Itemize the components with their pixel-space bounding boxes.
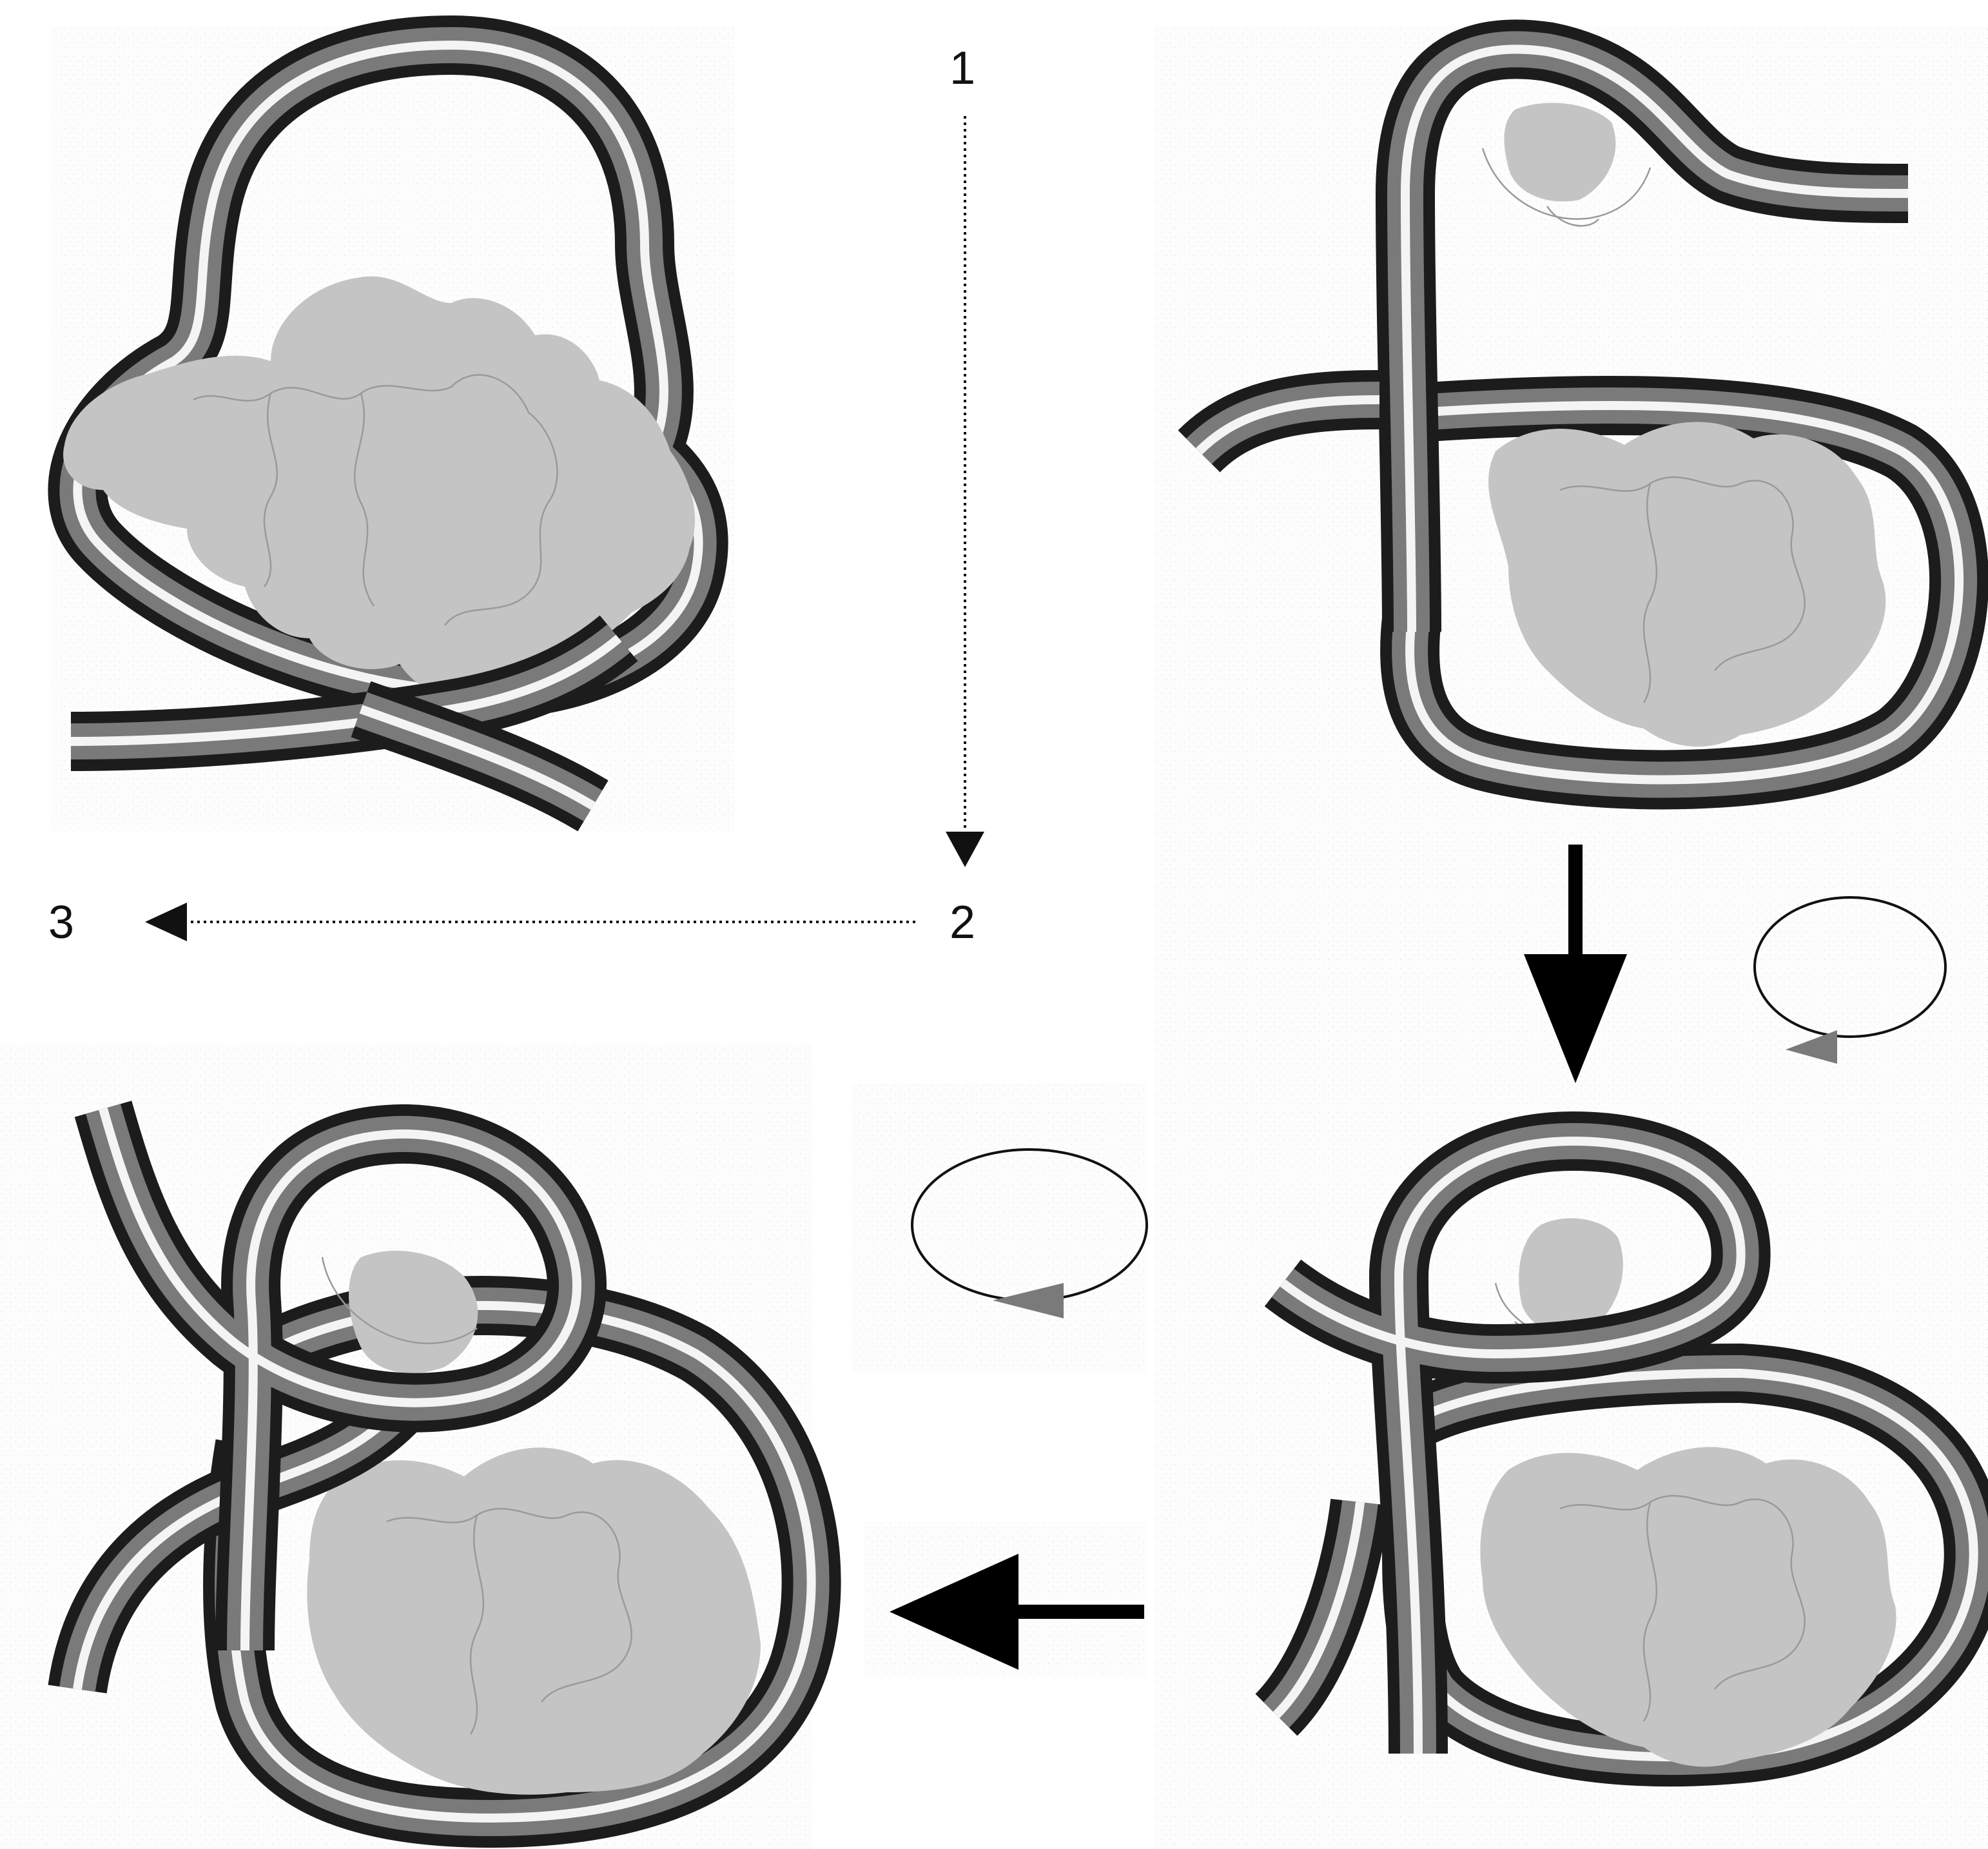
chain-tube-tail: [1178, 370, 1380, 473]
protein-domain: [1480, 1447, 1896, 1767]
protein-domain-outline: [193, 374, 558, 626]
chain-tube-small-loop: [74, 1101, 607, 1651]
dotted-arrow-1-to-2-head: [946, 832, 984, 867]
panel-2-partially-threaded-chain: [1178, 19, 1988, 810]
step-label-1: 1: [950, 43, 975, 94]
protein-domain: [1488, 422, 1886, 747]
chain-tube-tail: [1254, 1498, 1390, 1736]
step-label-2: 2: [950, 897, 975, 948]
panel-1-unfolded-chain: [48, 15, 728, 832]
arrow-icon: [890, 1554, 1144, 1670]
chain-tube-front: [70, 615, 638, 832]
knob-domain: [1519, 1218, 1623, 1333]
rotation-inset-background: [851, 1083, 1147, 1373]
dotted-arrow-2-to-3-head: [145, 903, 187, 941]
protein-domain-outline: [1559, 476, 1806, 703]
protein-domain: [63, 276, 696, 694]
counterclockwise-rotation-icon: [1753, 896, 1947, 1064]
chain-tube-hook: [1376, 19, 1909, 632]
protein-domain: [307, 1447, 761, 1795]
panel-4-knotted-chain: [48, 1101, 841, 1848]
knob-domain: [1504, 103, 1616, 202]
protein-domain-outline: [386, 1508, 632, 1735]
panel-3-threaded-chain: [1254, 1111, 1988, 1787]
protein-domain-outline: [1559, 1495, 1806, 1722]
chain-tube-small-loop: [1264, 1111, 1771, 1754]
chain-tube-loop: [1380, 375, 1988, 810]
step-label-3: 3: [48, 897, 74, 948]
counterclockwise-rotation-icon: [911, 1148, 1148, 1318]
chain-tube-large-loop: [203, 1276, 841, 1848]
knob-domain-outline: [1481, 148, 1652, 227]
knob-domain-outline: [321, 1257, 478, 1344]
arrow-icon: [1524, 845, 1627, 1083]
